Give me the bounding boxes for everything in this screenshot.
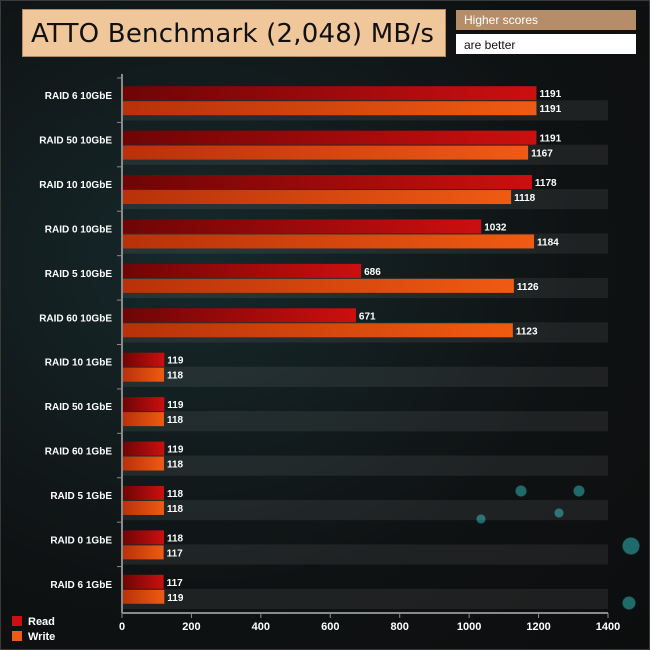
read-value-label: 1032 (484, 222, 507, 233)
x-tick-label: 600 (321, 621, 339, 633)
read-bar (123, 397, 165, 412)
category-label: RAID 0 1GbE (50, 535, 112, 546)
write-value-label: 1167 (531, 149, 553, 160)
x-tick-label: 400 (252, 621, 270, 633)
read-value-label: 117 (167, 578, 184, 589)
legend-write-label: Write (28, 631, 56, 643)
read-value-label: 119 (167, 356, 184, 367)
write-value-label: 1184 (537, 237, 559, 248)
read-value-label: 118 (167, 533, 184, 544)
category-label: RAID 50 10GbE (39, 136, 112, 147)
read-value-label: 1191 (539, 89, 561, 100)
x-tick-label: 1200 (526, 621, 550, 633)
write-value-label: 1191 (539, 104, 561, 115)
row-band (122, 588, 608, 609)
category-label: RAID 5 10GbE (45, 269, 113, 280)
write-value-label: 118 (167, 504, 184, 515)
legend-read: Read (12, 616, 55, 628)
note-are-better: are better (456, 34, 636, 54)
x-tick-label: 200 (182, 621, 200, 633)
category-label: RAID 10 1GbE (45, 358, 113, 369)
read-value-label: 119 (167, 445, 184, 456)
read-value-label: 686 (364, 267, 381, 278)
write-value-label: 117 (167, 548, 184, 559)
write-bar (123, 589, 165, 604)
legend-read-swatch (12, 616, 22, 626)
read-bar (123, 530, 164, 545)
legend-write-swatch (12, 631, 22, 641)
read-value-label: 118 (167, 489, 184, 500)
write-value-label: 1118 (514, 193, 536, 204)
category-label: RAID 60 10GbE (39, 313, 112, 324)
write-value-label: 119 (167, 593, 184, 604)
category-label: RAID 0 10GbE (45, 224, 113, 235)
x-tick-label: 1000 (457, 621, 481, 633)
read-bar (123, 574, 164, 589)
read-bar (123, 263, 362, 278)
write-bar (123, 412, 164, 427)
write-bar (123, 367, 164, 382)
read-bar (123, 308, 356, 323)
row-band (122, 411, 608, 432)
read-value-label: 1191 (539, 134, 561, 145)
category-label: RAID 50 1GbE (45, 402, 113, 413)
write-value-label: 1126 (517, 282, 539, 293)
x-tick-label: 1400 (596, 621, 620, 633)
row-band (122, 544, 608, 565)
write-value-label: 1123 (516, 326, 538, 337)
read-value-label: 1178 (535, 178, 557, 189)
read-bar (123, 485, 164, 500)
category-label: RAID 6 10GbE (45, 91, 113, 102)
row-band (122, 499, 608, 521)
title-box: ATTO Benchmark (2,048) MB/s (22, 9, 446, 57)
write-bar (123, 101, 537, 116)
x-tick-label: 800 (391, 621, 409, 633)
read-value-label: 671 (359, 311, 376, 322)
row-band (122, 366, 608, 387)
category-label: RAID 10 10GbE (39, 180, 112, 191)
write-value-label: 118 (167, 460, 184, 471)
write-bar (123, 234, 535, 249)
write-bar (123, 323, 513, 338)
read-value-label: 119 (167, 400, 184, 411)
write-bar (123, 545, 164, 560)
category-label: RAID 6 1GbE (50, 580, 112, 591)
read-bar (123, 130, 537, 145)
write-bar (123, 190, 512, 205)
write-value-label: 118 (167, 371, 184, 382)
category-label: RAID 5 1GbE (50, 491, 112, 502)
read-bar (123, 441, 165, 456)
row-band (122, 455, 608, 476)
legend-write: Write (12, 631, 55, 643)
read-bar (123, 352, 165, 367)
write-bar (123, 278, 514, 293)
read-bar (123, 219, 482, 234)
write-bar (123, 145, 529, 160)
category-label: RAID 60 1GbE (45, 447, 113, 458)
legend-read-label: Read (28, 616, 55, 628)
write-value-label: 118 (167, 415, 184, 426)
write-bar (123, 456, 164, 471)
read-bar (123, 86, 537, 101)
write-bar (123, 500, 164, 515)
note-higher-scores: Higher scores (456, 10, 636, 30)
read-bar (123, 175, 532, 190)
chart-title: ATTO Benchmark (2,048) MB/s (31, 19, 435, 49)
x-tick-label: 0 (119, 621, 125, 633)
